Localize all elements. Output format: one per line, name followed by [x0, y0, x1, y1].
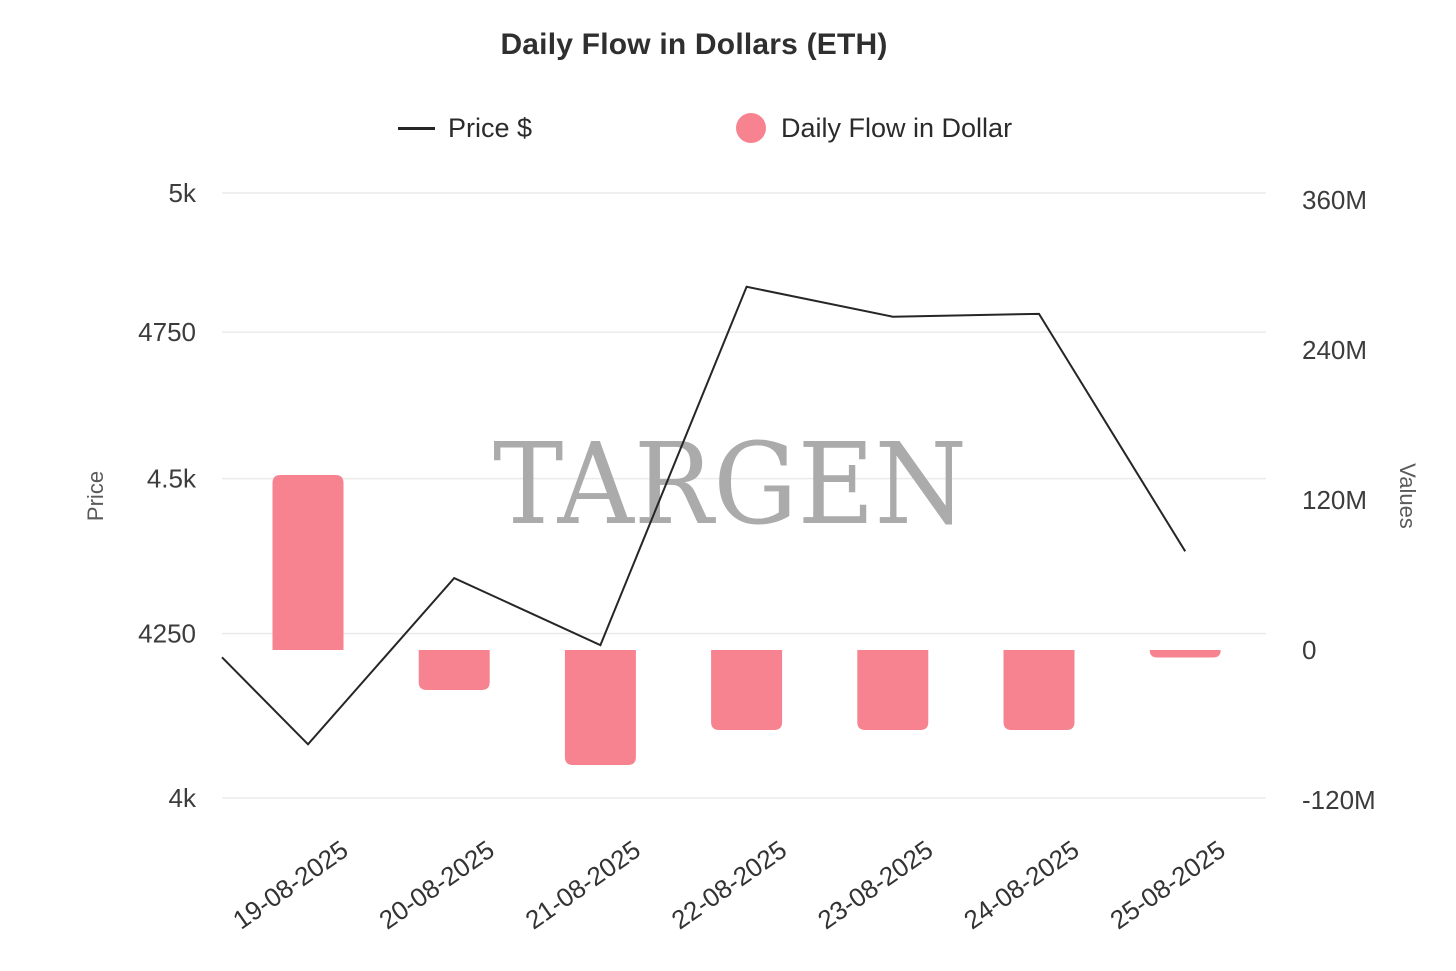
x-axis-tick-label: 19-08-2025 — [227, 834, 353, 935]
chart-title: Daily Flow in Dollars (ETH) — [500, 28, 888, 61]
flow-bar — [564, 650, 636, 765]
y-axis-left-tick-label: 4.5k — [147, 464, 197, 494]
x-axis-tick-label: 24-08-2025 — [958, 834, 1084, 935]
flow-bar — [857, 650, 929, 730]
legend: Price $ Daily Flow in Dollar — [0, 110, 1456, 146]
line-swatch-icon — [398, 126, 435, 130]
flow-bar — [1149, 650, 1221, 658]
x-axis-tick-label: 25-08-2025 — [1104, 834, 1230, 935]
x-axis-tick-label: 22-08-2025 — [666, 834, 792, 935]
y-axis-left-tick-label: 5k — [169, 178, 197, 208]
x-axis-tick-label: 21-08-2025 — [520, 834, 646, 935]
flow-bar — [418, 650, 490, 690]
legend-label-daily-flow: Daily Flow in Dollar — [781, 112, 1013, 143]
y-axis-right-tick-label: -120M — [1302, 785, 1376, 815]
legend-label-price: Price $ — [448, 112, 533, 143]
flow-bar — [711, 650, 783, 730]
legend-item-daily-flow[interactable]: Daily Flow in Dollar — [736, 110, 1012, 146]
circle-swatch-icon — [736, 113, 766, 143]
flow-bar — [1003, 650, 1075, 730]
y-axis-right-tick-label: 240M — [1302, 335, 1367, 365]
flow-bar — [272, 475, 344, 650]
y-axis-right-title: Values — [1395, 463, 1420, 529]
y-axis-right-tick-label: 0 — [1302, 635, 1316, 665]
x-axis-tick-label: 20-08-2025 — [373, 834, 499, 935]
y-axis-left-title: Price — [83, 471, 108, 521]
legend-item-price[interactable]: Price $ — [398, 110, 532, 146]
watermark: TARGEN — [493, 420, 967, 550]
y-axis-right-tick-label: 360M — [1302, 185, 1367, 215]
y-axis-right-tick-label: 120M — [1302, 485, 1367, 515]
y-axis-left-tick-label: 4750 — [138, 317, 196, 347]
y-axis-left-tick-label: 4250 — [138, 619, 196, 649]
y-axis-left-tick-label: 4k — [169, 783, 197, 813]
price-line — [221, 285, 1187, 746]
x-axis-tick-label: 23-08-2025 — [812, 834, 938, 935]
